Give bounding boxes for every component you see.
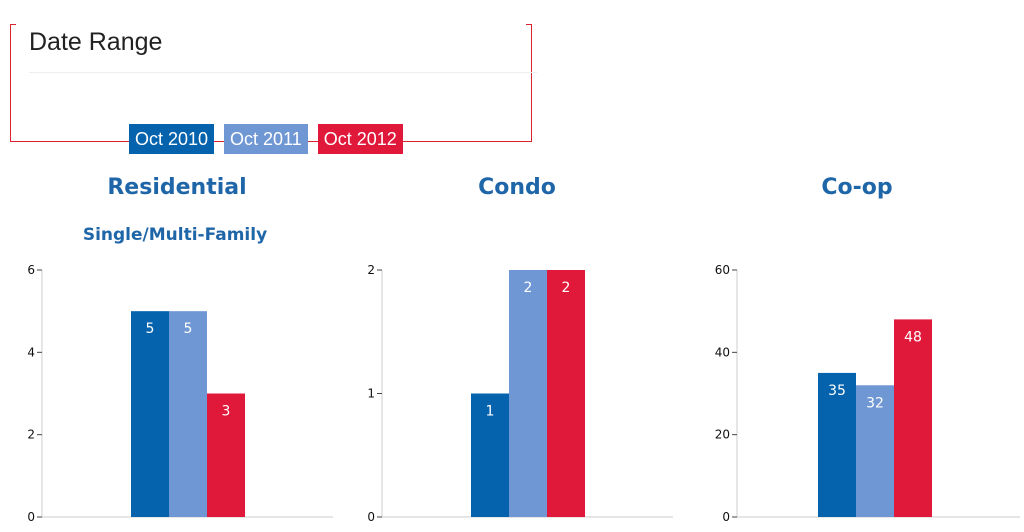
y-tick-label: 40 <box>715 345 730 359</box>
y-tick-label: 4 <box>27 345 35 359</box>
bar-oct-2010 <box>471 393 509 517</box>
y-tick-label: 2 <box>27 428 35 442</box>
y-tick-label: 0 <box>367 510 375 524</box>
bar-oct-2010 <box>818 372 856 517</box>
bar-oct-2010 <box>131 311 169 517</box>
data-label: 35 <box>828 383 846 399</box>
date-range-panel: Date Range Oct 2010 Oct 2011 Oct 2012 <box>10 24 537 154</box>
bar-oct-2012 <box>547 270 585 517</box>
data-label: 5 <box>146 321 155 337</box>
y-tick-label: 6 <box>27 263 35 277</box>
y-tick-label: 0 <box>27 510 35 524</box>
y-tick-label: 20 <box>715 428 730 442</box>
data-label: 3 <box>222 404 231 420</box>
chart-subtitle: Single/Multi-Family <box>83 225 267 245</box>
legend: Oct 2010 Oct 2011 Oct 2012 <box>11 124 531 154</box>
bar-oct-2011 <box>169 311 207 517</box>
bar-oct-2012 <box>207 393 245 517</box>
legend-item-oct-2011[interactable]: Oct 2011 <box>224 124 308 154</box>
chart-title: Residential <box>107 175 246 200</box>
bar-oct-2011 <box>856 385 894 517</box>
bar-oct-2011 <box>509 270 547 517</box>
data-label: 32 <box>866 395 884 411</box>
y-tick-label: 60 <box>715 263 730 277</box>
data-label: 2 <box>562 280 571 296</box>
data-label: 2 <box>524 280 533 296</box>
legend-item-oct-2012[interactable]: Oct 2012 <box>317 124 403 154</box>
bar-oct-2012 <box>894 319 932 517</box>
data-label: 5 <box>184 321 193 337</box>
chart-title: Condo <box>478 175 556 200</box>
legend-item-oct-2010[interactable]: Oct 2010 <box>129 124 215 154</box>
panel-divider <box>29 72 537 73</box>
y-tick-label: 0 <box>722 510 730 524</box>
y-tick-label: 1 <box>367 387 375 401</box>
date-range-title: Date Range <box>29 28 163 56</box>
data-label: 1 <box>486 404 495 420</box>
chart-title: Co-op <box>821 175 892 200</box>
frame-border-right <box>526 24 532 25</box>
y-tick-label: 2 <box>367 263 375 277</box>
frame-border-left <box>10 24 16 25</box>
data-label: 48 <box>904 329 922 345</box>
